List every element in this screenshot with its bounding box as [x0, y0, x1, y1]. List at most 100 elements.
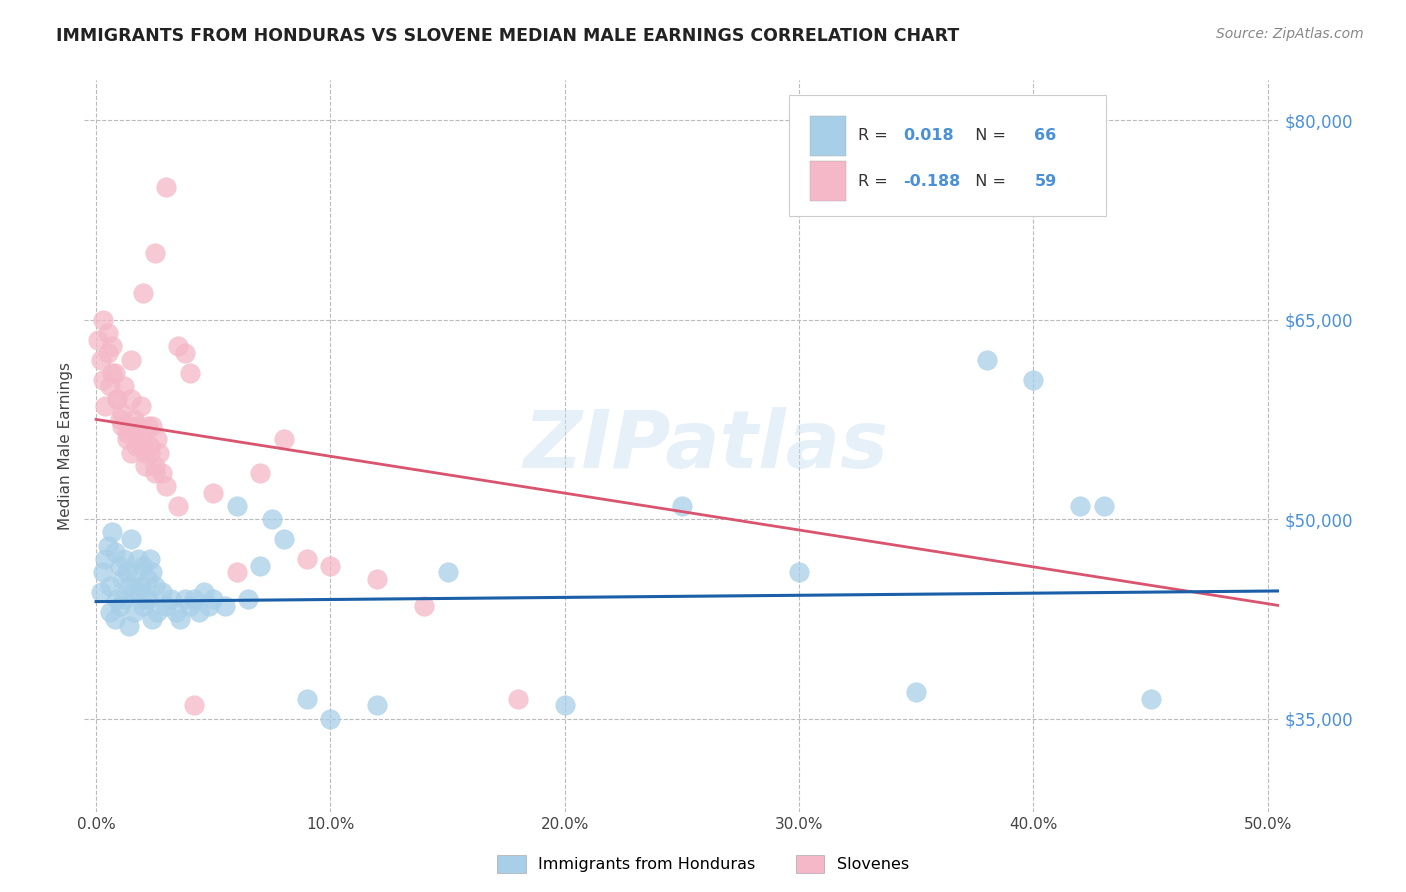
Point [87, 333, 110, 347]
Point [260, 512, 283, 526]
Point [139, 439, 162, 453]
Point [120, 392, 142, 407]
Point [413, 599, 436, 613]
Point [118, 618, 141, 632]
Point [98, 605, 121, 619]
Point [225, 566, 247, 580]
Point [136, 591, 159, 606]
Point [111, 419, 134, 434]
Point [155, 599, 177, 613]
Point [174, 591, 197, 606]
Point [98, 579, 121, 593]
Point [105, 392, 128, 407]
Point [197, 599, 219, 613]
Point [155, 179, 177, 194]
Point [97, 326, 120, 340]
Point [139, 445, 162, 459]
FancyBboxPatch shape [790, 95, 1107, 216]
Point [295, 691, 318, 706]
Point [112, 379, 135, 393]
Point [129, 579, 152, 593]
Point [188, 605, 211, 619]
Point [167, 499, 190, 513]
Text: N =: N = [965, 128, 1011, 144]
Point [141, 566, 163, 580]
Y-axis label: Median Male Earnings: Median Male Earnings [58, 362, 73, 530]
Point [91, 312, 114, 326]
Point [165, 605, 187, 619]
Point [143, 246, 166, 260]
Point [125, 566, 148, 580]
Point [127, 585, 149, 599]
Text: -0.188: -0.188 [903, 174, 960, 189]
Point [136, 572, 159, 586]
Point [104, 545, 127, 559]
Point [125, 439, 148, 453]
Point [91, 372, 114, 386]
Point [120, 532, 142, 546]
Point [120, 352, 142, 367]
FancyBboxPatch shape [810, 161, 845, 202]
Point [105, 392, 128, 407]
Point [183, 591, 205, 606]
Point [98, 379, 121, 393]
Point [202, 591, 225, 606]
Point [169, 612, 191, 626]
Point [143, 458, 166, 473]
Text: IMMIGRANTS FROM HONDURAS VS SLOVENE MEDIAN MALE EARNINGS CORRELATION CHART: IMMIGRANTS FROM HONDURAS VS SLOVENE MEDI… [56, 27, 959, 45]
Point [554, 698, 576, 713]
Text: R =: R = [858, 174, 893, 189]
Point [671, 499, 693, 513]
Point [122, 605, 145, 619]
Point [129, 399, 152, 413]
Text: 0.018: 0.018 [903, 128, 953, 144]
Point [143, 466, 166, 480]
Point [143, 579, 166, 593]
Point [249, 466, 271, 480]
Point [111, 406, 134, 420]
Point [225, 499, 247, 513]
Text: 66: 66 [1035, 128, 1057, 144]
Point [148, 445, 170, 459]
Point [108, 412, 131, 426]
Point [127, 552, 149, 566]
Point [366, 698, 388, 713]
Point [94, 399, 117, 413]
Point [132, 286, 155, 301]
Point [506, 691, 529, 706]
Point [214, 599, 236, 613]
Point [238, 591, 260, 606]
Point [1139, 691, 1161, 706]
Point [134, 591, 156, 606]
Point [91, 566, 114, 580]
Point [319, 558, 342, 573]
Point [976, 352, 998, 367]
Point [118, 579, 141, 593]
Point [122, 585, 145, 599]
Point [105, 591, 128, 606]
Point [139, 552, 162, 566]
Point [120, 445, 142, 459]
Text: N =: N = [965, 174, 1011, 189]
Point [122, 412, 145, 426]
Point [150, 466, 173, 480]
Point [132, 433, 155, 447]
Text: ZIPatlas: ZIPatlas [523, 407, 889, 485]
Point [90, 585, 112, 599]
Point [436, 566, 458, 580]
Point [141, 612, 163, 626]
Point [179, 599, 201, 613]
Point [295, 552, 318, 566]
Point [273, 433, 295, 447]
Point [127, 419, 149, 434]
Point [905, 685, 928, 699]
Point [97, 346, 120, 360]
Point [101, 339, 124, 353]
Text: 59: 59 [1035, 174, 1057, 189]
Point [118, 419, 141, 434]
Point [249, 558, 271, 573]
Point [115, 425, 138, 440]
Point [179, 366, 201, 380]
Point [1092, 499, 1115, 513]
Point [108, 558, 131, 573]
